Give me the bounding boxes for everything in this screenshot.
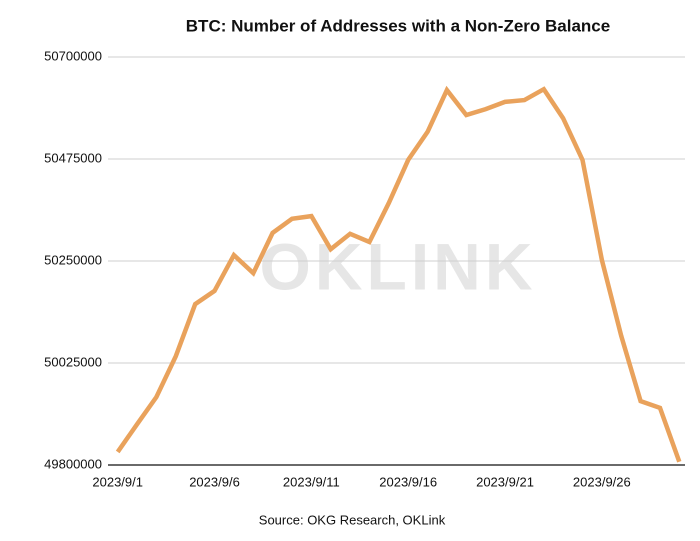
x-tick-label: 2023/9/11 bbox=[283, 474, 340, 489]
y-tick-label: 50025000 bbox=[44, 354, 102, 369]
y-tick-label: 49800000 bbox=[44, 456, 102, 471]
x-tick-label: 2023/9/21 bbox=[476, 474, 534, 489]
x-tick-label: 2023/9/6 bbox=[189, 474, 240, 489]
y-tick-label: 50475000 bbox=[44, 150, 102, 165]
x-tick-label: 2023/9/16 bbox=[379, 474, 437, 489]
x-tick-label: 2023/9/26 bbox=[573, 474, 631, 489]
watermark: OKLINK bbox=[260, 229, 537, 303]
chart-title: BTC: Number of Addresses with a Non-Zero… bbox=[186, 16, 610, 35]
x-tick-label: 2023/9/1 bbox=[92, 474, 143, 489]
data-line bbox=[115, 85, 682, 463]
y-tick-label: 50700000 bbox=[44, 48, 102, 63]
source-note: Source: OKG Research, OKLink bbox=[259, 512, 446, 527]
y-tick-label: 50250000 bbox=[44, 252, 102, 267]
